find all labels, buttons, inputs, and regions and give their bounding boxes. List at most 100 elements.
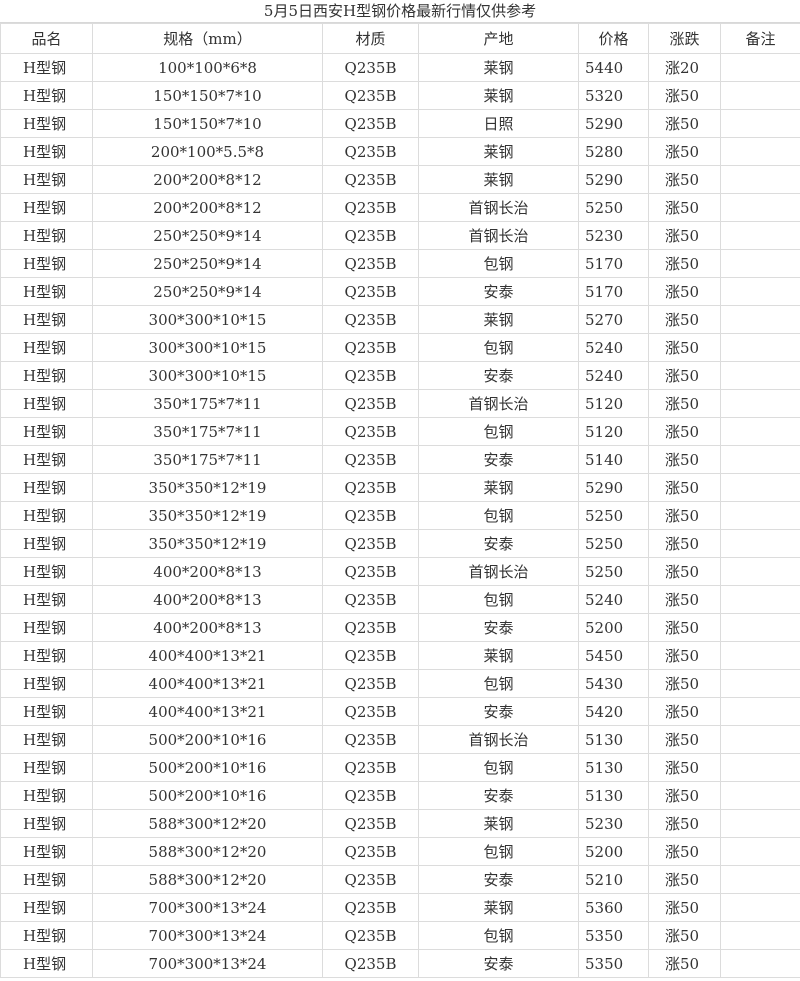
- cell-spec: 700*300*13*24: [92, 949, 323, 978]
- cell-remark: [720, 137, 800, 166]
- cell-product-name: H型钢: [0, 585, 93, 614]
- cell-product-name: H型钢: [0, 165, 93, 194]
- cell-change: 涨50: [648, 893, 721, 922]
- table-row: H型钢 400*200*8*13 Q235B 包钢 5240 涨50: [0, 585, 800, 614]
- cell-change: 涨50: [648, 165, 721, 194]
- cell-price: 5170: [578, 277, 649, 306]
- cell-price: 5290: [578, 473, 649, 502]
- cell-material: Q235B: [322, 781, 419, 810]
- cell-remark: [720, 557, 800, 586]
- cell-change: 涨50: [648, 305, 721, 334]
- cell-origin: 包钢: [418, 501, 579, 530]
- cell-origin: 莱钢: [418, 305, 579, 334]
- cell-change: 涨50: [648, 641, 721, 670]
- cell-product-name: H型钢: [0, 725, 93, 754]
- header-origin: 产地: [418, 23, 579, 54]
- cell-spec: 350*350*12*19: [92, 529, 323, 558]
- cell-change: 涨50: [648, 445, 721, 474]
- cell-remark: [720, 165, 800, 194]
- cell-price: 5250: [578, 501, 649, 530]
- cell-material: Q235B: [322, 305, 419, 334]
- cell-change: 涨50: [648, 137, 721, 166]
- cell-material: Q235B: [322, 277, 419, 306]
- cell-price: 5430: [578, 669, 649, 698]
- cell-material: Q235B: [322, 445, 419, 474]
- table-row: H型钢 400*400*13*21 Q235B 包钢 5430 涨50: [0, 669, 800, 698]
- cell-change: 涨50: [648, 221, 721, 250]
- table-row: H型钢 350*175*7*11 Q235B 首钢长治 5120 涨50: [0, 389, 800, 418]
- table-row: H型钢 300*300*10*15 Q235B 莱钢 5270 涨50: [0, 305, 800, 334]
- cell-product-name: H型钢: [0, 501, 93, 530]
- cell-product-name: H型钢: [0, 277, 93, 306]
- cell-price: 5230: [578, 809, 649, 838]
- cell-change: 涨50: [648, 725, 721, 754]
- cell-remark: [720, 221, 800, 250]
- cell-product-name: H型钢: [0, 837, 93, 866]
- cell-product-name: H型钢: [0, 389, 93, 418]
- table-row: H型钢 250*250*9*14 Q235B 首钢长治 5230 涨50: [0, 221, 800, 250]
- cell-origin: 莱钢: [418, 893, 579, 922]
- cell-origin: 包钢: [418, 333, 579, 362]
- cell-origin: 安泰: [418, 781, 579, 810]
- cell-spec: 200*100*5.5*8: [92, 137, 323, 166]
- cell-product-name: H型钢: [0, 529, 93, 558]
- cell-price: 5140: [578, 445, 649, 474]
- cell-remark: [720, 277, 800, 306]
- cell-material: Q235B: [322, 361, 419, 390]
- cell-spec: 400*200*8*13: [92, 557, 323, 586]
- cell-spec: 588*300*12*20: [92, 809, 323, 838]
- cell-origin: 安泰: [418, 949, 579, 978]
- cell-spec: 200*200*8*12: [92, 193, 323, 222]
- cell-product-name: H型钢: [0, 949, 93, 978]
- cell-origin: 包钢: [418, 585, 579, 614]
- cell-product-name: H型钢: [0, 473, 93, 502]
- cell-material: Q235B: [322, 809, 419, 838]
- cell-remark: [720, 697, 800, 726]
- cell-spec: 350*350*12*19: [92, 501, 323, 530]
- cell-material: Q235B: [322, 613, 419, 642]
- cell-product-name: H型钢: [0, 669, 93, 698]
- table-title: 5月5日西安H型钢价格最新行情仅供参考: [0, 0, 800, 23]
- cell-remark: [720, 949, 800, 978]
- cell-remark: [720, 501, 800, 530]
- cell-remark: [720, 837, 800, 866]
- cell-origin: 安泰: [418, 865, 579, 894]
- price-table: 品名 规格（mm） 材质 产地 价格 涨跌 备注 H型钢 100*100*6*8 Q235B 莱钢…: [0, 23, 800, 978]
- cell-product-name: H型钢: [0, 361, 93, 390]
- cell-spec: 588*300*12*20: [92, 837, 323, 866]
- cell-spec: 500*200*10*16: [92, 781, 323, 810]
- cell-spec: 350*175*7*11: [92, 389, 323, 418]
- table-row: H型钢 400*400*13*21 Q235B 安泰 5420 涨50: [0, 697, 800, 726]
- header-row: 品名 规格（mm） 材质 产地 价格 涨跌 备注: [0, 23, 800, 54]
- cell-remark: [720, 473, 800, 502]
- cell-price: 5360: [578, 893, 649, 922]
- cell-change: 涨50: [648, 669, 721, 698]
- cell-price: 5200: [578, 837, 649, 866]
- cell-product-name: H型钢: [0, 53, 93, 82]
- table-row: H型钢 400*400*13*21 Q235B 莱钢 5450 涨50: [0, 641, 800, 670]
- cell-origin: 日照: [418, 109, 579, 138]
- cell-remark: [720, 361, 800, 390]
- header-spec: 规格（mm）: [92, 23, 323, 54]
- cell-material: Q235B: [322, 865, 419, 894]
- cell-material: Q235B: [322, 389, 419, 418]
- cell-origin: 莱钢: [418, 165, 579, 194]
- table-row: H型钢 150*150*7*10 Q235B 莱钢 5320 涨50: [0, 81, 800, 110]
- cell-price: 5320: [578, 81, 649, 110]
- cell-price: 5280: [578, 137, 649, 166]
- cell-material: Q235B: [322, 585, 419, 614]
- header-remark: 备注: [720, 23, 800, 54]
- cell-spec: 150*150*7*10: [92, 81, 323, 110]
- cell-remark: [720, 725, 800, 754]
- cell-change: 涨50: [648, 529, 721, 558]
- cell-remark: [720, 193, 800, 222]
- cell-spec: 250*250*9*14: [92, 277, 323, 306]
- cell-change: 涨50: [648, 809, 721, 838]
- cell-product-name: H型钢: [0, 445, 93, 474]
- cell-material: Q235B: [322, 81, 419, 110]
- cell-remark: [720, 613, 800, 642]
- cell-product-name: H型钢: [0, 193, 93, 222]
- cell-product-name: H型钢: [0, 221, 93, 250]
- cell-remark: [720, 781, 800, 810]
- cell-origin: 安泰: [418, 529, 579, 558]
